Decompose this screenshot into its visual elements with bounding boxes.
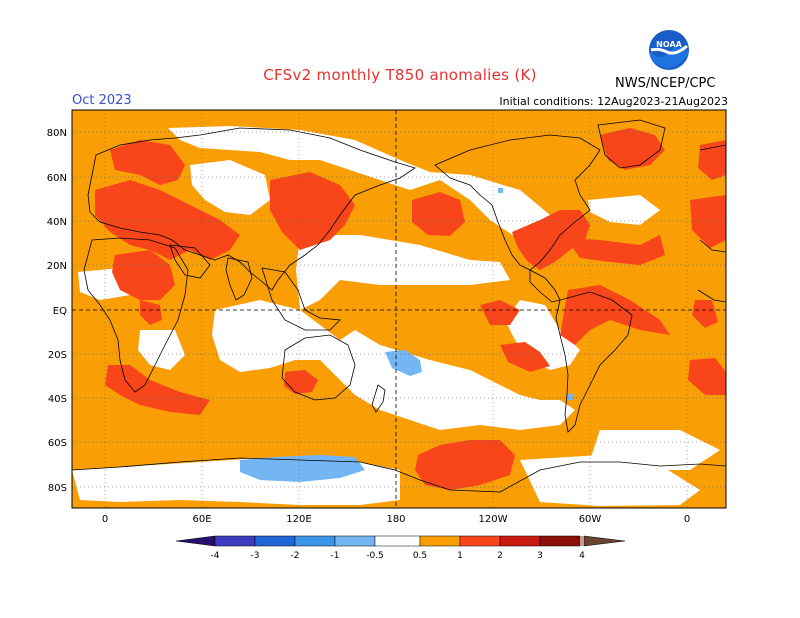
legend-swatch	[499, 535, 541, 547]
lat-label: 20N	[47, 261, 67, 272]
north-america-outline	[434, 134, 601, 271]
legend-tick: 3	[537, 551, 543, 561]
color-legend	[175, 535, 626, 547]
lat-label: EQ	[53, 306, 67, 317]
lon-label: 120W	[479, 514, 508, 525]
legend-tick: -2	[291, 551, 300, 561]
legend-swatch	[294, 535, 336, 547]
organization-label: NWS/NCEP/CPC	[615, 76, 716, 91]
legend-tick: -1	[331, 551, 340, 561]
legend-tick: -3	[251, 551, 260, 561]
lon-label: 60W	[579, 514, 602, 525]
legend-tick: 2	[497, 551, 503, 561]
legend-swatch	[374, 535, 421, 547]
equator-dateline	[72, 110, 726, 508]
arabia-outline	[169, 244, 211, 279]
lat-label: 60N	[47, 173, 67, 184]
legend-swatch	[539, 535, 581, 547]
lon-label: 120E	[286, 514, 311, 525]
lon-label: 60E	[192, 514, 211, 525]
central-america-outline	[529, 269, 561, 303]
southeast-asia-outline	[261, 267, 341, 331]
noaa-logo-text: NOAA	[656, 40, 682, 49]
anomaly-field-base	[72, 110, 726, 508]
latitude-labels: 80N 60N 40N 20N EQ 20S 40S 60S 80S	[47, 128, 67, 494]
antarctica-outline	[72, 457, 726, 493]
south-america-outline	[555, 291, 633, 433]
legend-swatch-below-min	[175, 535, 216, 547]
lat-label: 80S	[48, 483, 67, 494]
europe-asia-outline	[87, 127, 416, 291]
lat-label: 60S	[48, 438, 67, 449]
coastlines	[72, 119, 726, 493]
india-outline	[225, 257, 253, 301]
legend-tick: 4	[579, 551, 585, 561]
legend-swatch	[334, 535, 376, 547]
legend-swatch	[214, 535, 256, 547]
new-zealand-outline	[371, 384, 386, 413]
legend-tick: 0.5	[413, 551, 427, 561]
lon-label: 0	[102, 514, 108, 525]
legend-tick: -0.5	[366, 551, 384, 561]
legend-swatch	[254, 535, 296, 547]
greenland-outline	[597, 119, 666, 169]
lat-label: 80N	[47, 128, 67, 139]
forecast-month: Oct 2023	[72, 93, 132, 108]
initial-conditions: Initial conditions: 12Aug2023-21Aug2023	[499, 95, 728, 108]
africa-outline	[83, 237, 189, 393]
lat-label: 40S	[48, 394, 67, 405]
legend-swatch	[419, 535, 461, 547]
legend-swatch	[580, 536, 584, 546]
lon-label: 0	[684, 514, 690, 525]
gridlines	[72, 110, 726, 508]
cool-anomaly-regions	[240, 188, 573, 482]
legend-tick: 1	[457, 551, 463, 561]
legend-tick: -4	[211, 551, 220, 561]
europe-west-outline	[697, 144, 726, 303]
noaa-logo-icon: NOAA	[648, 29, 690, 71]
longitude-labels: 0 60E 120E 180 120W 60W 0	[102, 514, 690, 525]
lon-label: 180	[386, 514, 405, 525]
warm-anomaly-regions	[95, 128, 726, 490]
neutral-anomaly-regions	[72, 126, 720, 506]
legend-tick-labels: -4 -3 -2 -1 -0.5 0.5 1 2 3 4	[211, 551, 586, 561]
map-plot-area	[72, 110, 726, 508]
map-frame	[71, 109, 727, 509]
lat-label: 40N	[47, 217, 67, 228]
legend-swatch-above-max	[583, 535, 626, 547]
map-title: CFSv2 monthly T850 anomalies (K)	[263, 66, 537, 84]
lat-label: 20S	[48, 350, 67, 361]
australia-outline	[281, 334, 356, 401]
legend-swatch-mid	[580, 536, 584, 546]
legend-swatch	[459, 535, 501, 547]
